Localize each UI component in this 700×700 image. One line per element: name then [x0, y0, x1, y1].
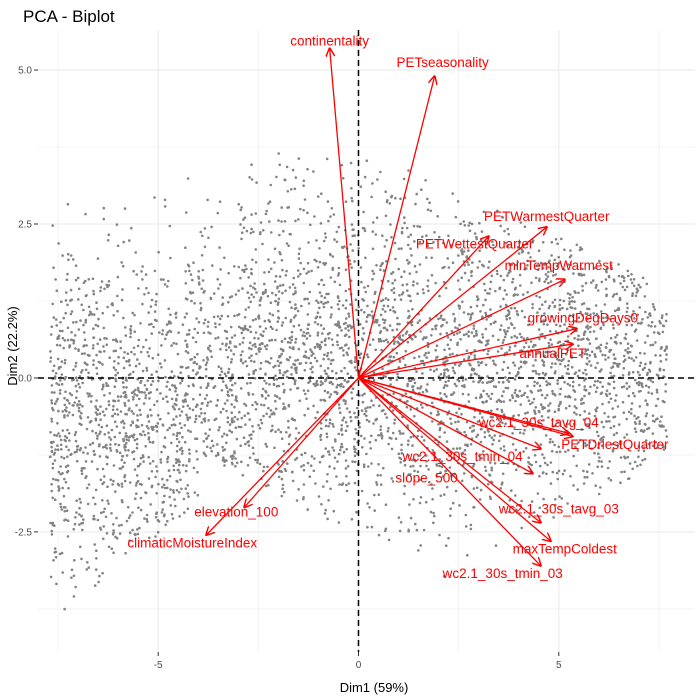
x-tick-label: -5 [154, 660, 163, 671]
x-axis-title: Dim1 (59%) [340, 680, 409, 695]
y-tick-label: 5.0 [18, 66, 32, 77]
variable-label-PETDriestQuarter: PETDriestQuarter [561, 437, 669, 452]
arrow-slope_500 [358, 377, 532, 473]
variable-label-PETWettestQuarter: PETWettestQuarter [416, 237, 534, 252]
variable-label-growingDegDays0: growingDegDays0 [528, 311, 638, 326]
arrow-elevation_100 [244, 377, 359, 507]
arrow-wc2.1_30s_tavg_03 [358, 377, 540, 523]
variable-label-wc2.1_30s_tavg_03: wc2.1_30s_tavg_03 [498, 501, 619, 516]
grid [38, 30, 695, 652]
variable-label-wc2.1_30s_tmin_03: wc2.1_30s_tmin_03 [442, 566, 563, 581]
observation-points [48, 152, 669, 611]
y-tick-label: -2.5 [15, 527, 33, 538]
axes: -5 0 5 -2.5 0.0 2.5 5.0 [15, 66, 562, 671]
arrow-continentality [330, 48, 360, 379]
variable-label-wc2.1_30s_tavg_04: wc2.1_30s_tavg_04 [478, 415, 600, 430]
variable-labels: continentality PETseasonality PETWarmestQu… [127, 33, 669, 581]
arrow-growingDegDays0 [358, 329, 576, 379]
arrow-maxTempColdest [358, 377, 550, 541]
variable-label-elevation_100: elevation_100 [194, 505, 278, 520]
variable-label-minTempWarmest: minTempWarmest [505, 258, 614, 273]
arrow-wc2.1_30s_tmin_04 [358, 377, 540, 449]
variable-label-PETWarmestQuarter: PETWarmestQuarter [484, 209, 610, 224]
arrow-PETWettestQuarter [358, 236, 488, 379]
arrow-PETWarmestQuarter [358, 227, 546, 379]
x-tick-label: 0 [356, 660, 362, 671]
variable-label-slope_500: slope_500 [395, 471, 457, 486]
variable-arrows [206, 48, 577, 565]
arrow-wc2.1_30s_tmin_03 [358, 377, 540, 566]
reference-lines [38, 30, 695, 652]
y-axis-title: Dim2 (22.2%) [5, 306, 20, 385]
arrow-climaticMoistureIndex [206, 377, 359, 535]
variable-label-PETseasonality: PETseasonality [396, 55, 489, 70]
arrow-PETseasonality [357, 76, 434, 379]
x-tick-label: 5 [556, 660, 562, 671]
y-tick-label: 2.5 [18, 219, 32, 230]
chart-title: PCA - Biplot [23, 7, 115, 26]
y-tick-label: 0.0 [18, 373, 32, 384]
arrow-PETDriestQuarter [358, 377, 572, 437]
variable-label-maxTempColdest: maxTempColdest [513, 541, 618, 556]
variable-label-wc2.1_30s_tmin_04: wc2.1_30s_tmin_04 [402, 449, 524, 464]
arrow-minTempWarmest [358, 279, 564, 379]
arrow-annualPET [358, 344, 572, 379]
variable-label-annualPET: annualPET [519, 346, 586, 361]
variable-label-continentality: continentality [290, 33, 369, 48]
observation-dots [48, 152, 669, 611]
variable-label-climaticMoistureIndex: climaticMoistureIndex [127, 535, 257, 550]
